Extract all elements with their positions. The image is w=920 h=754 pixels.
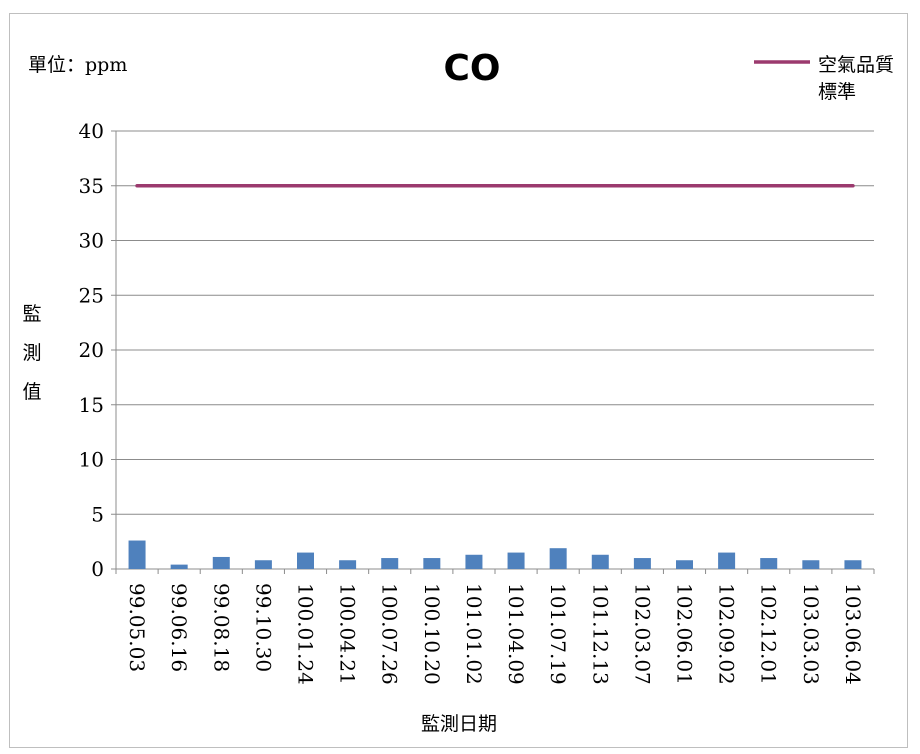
bar-101.04.09 bbox=[507, 552, 525, 569]
x-tick-labels: 99.05.03 99.06.16 99.08.18 99.10.30 100.01.2… bbox=[125, 583, 865, 685]
x-tick-label: 99.08.18 bbox=[209, 583, 233, 672]
chart-title: CO bbox=[443, 48, 500, 89]
x-tick-label: 99.05.03 bbox=[125, 583, 149, 672]
y-axis-label-char: 值 bbox=[22, 381, 41, 403]
y-tick-label: 20 bbox=[79, 338, 104, 362]
bar-100.01.24 bbox=[297, 552, 314, 569]
x-tick-label: 99.10.30 bbox=[251, 583, 275, 672]
x-tick-label: 100.01.24 bbox=[294, 583, 318, 685]
co-chart: 0 5 10 15 20 25 30 35 40 99.05.03 99.06.16 99.08.1… bbox=[22, 48, 894, 735]
bar-101.12.13 bbox=[591, 554, 609, 569]
x-tick-label: 101.01.02 bbox=[462, 583, 486, 685]
unit-label: 單位：ppm bbox=[28, 54, 127, 76]
x-tick-label: 102.12.01 bbox=[757, 583, 781, 685]
x-tick-label: 102.06.01 bbox=[673, 583, 697, 685]
bar-102.12.01 bbox=[760, 558, 778, 569]
x-tick-label: 101.04.09 bbox=[504, 583, 528, 685]
y-axis-label-char: 測 bbox=[22, 342, 41, 364]
x-tick-label: 101.07.19 bbox=[546, 583, 570, 685]
x-tick-label: 99.06.16 bbox=[167, 583, 191, 672]
bar-99.08.18 bbox=[212, 556, 230, 569]
y-tick-label: 10 bbox=[79, 448, 104, 472]
x-tick-label: 100.07.26 bbox=[378, 583, 402, 685]
bar-102.03.07 bbox=[633, 558, 651, 569]
y-tick-label: 15 bbox=[79, 393, 104, 417]
bar-99.10.30 bbox=[254, 560, 272, 569]
bar-102.06.01 bbox=[676, 560, 693, 569]
x-tick-label: 100.10.20 bbox=[420, 583, 444, 685]
x-tick-label: 102.09.02 bbox=[715, 583, 739, 685]
y-tick-label: 40 bbox=[79, 119, 104, 143]
y-tick-labels: 0 5 10 15 20 25 30 35 40 bbox=[79, 119, 104, 581]
x-tick-label: 101.12.13 bbox=[588, 583, 612, 685]
bar-series bbox=[128, 540, 862, 569]
y-tick-label: 5 bbox=[91, 502, 104, 526]
legend-label-line2: 標準 bbox=[818, 81, 856, 103]
legend: 空氣品質 標準 bbox=[754, 54, 894, 103]
y-tick-label: 25 bbox=[79, 283, 104, 307]
bar-100.07.26 bbox=[381, 558, 399, 569]
x-tick-label: 103.03.03 bbox=[799, 583, 823, 685]
bar-99.06.16 bbox=[170, 564, 188, 569]
grid-lines bbox=[116, 130, 874, 515]
bar-99.05.03 bbox=[128, 540, 146, 569]
y-axis-label-char: 監 bbox=[22, 303, 41, 325]
bar-103.03.03 bbox=[802, 560, 820, 569]
bar-102.09.02 bbox=[718, 552, 736, 569]
bar-100.04.21 bbox=[339, 560, 357, 569]
bar-103.06.04 bbox=[844, 560, 862, 569]
x-axis-label: 監測日期 bbox=[421, 713, 497, 735]
y-axis-label: 監測值 bbox=[22, 303, 41, 403]
bar-101.07.19 bbox=[549, 548, 567, 569]
bar-101.01.02 bbox=[465, 554, 483, 569]
y-tick-label: 35 bbox=[79, 174, 104, 198]
x-tick-label: 100.04.21 bbox=[336, 583, 360, 685]
chart-frame: 0 5 10 15 20 25 30 35 40 99.05.03 99.06.16 99.08.1… bbox=[9, 13, 908, 748]
axes bbox=[111, 130, 875, 574]
bar-100.10.20 bbox=[423, 558, 441, 569]
x-tick-label: 103.06.04 bbox=[841, 583, 865, 685]
legend-label-line1: 空氣品質 bbox=[818, 54, 894, 76]
y-tick-label: 0 bbox=[91, 557, 104, 581]
y-tick-label: 30 bbox=[79, 229, 104, 253]
x-tick-label: 102.03.07 bbox=[630, 583, 654, 685]
